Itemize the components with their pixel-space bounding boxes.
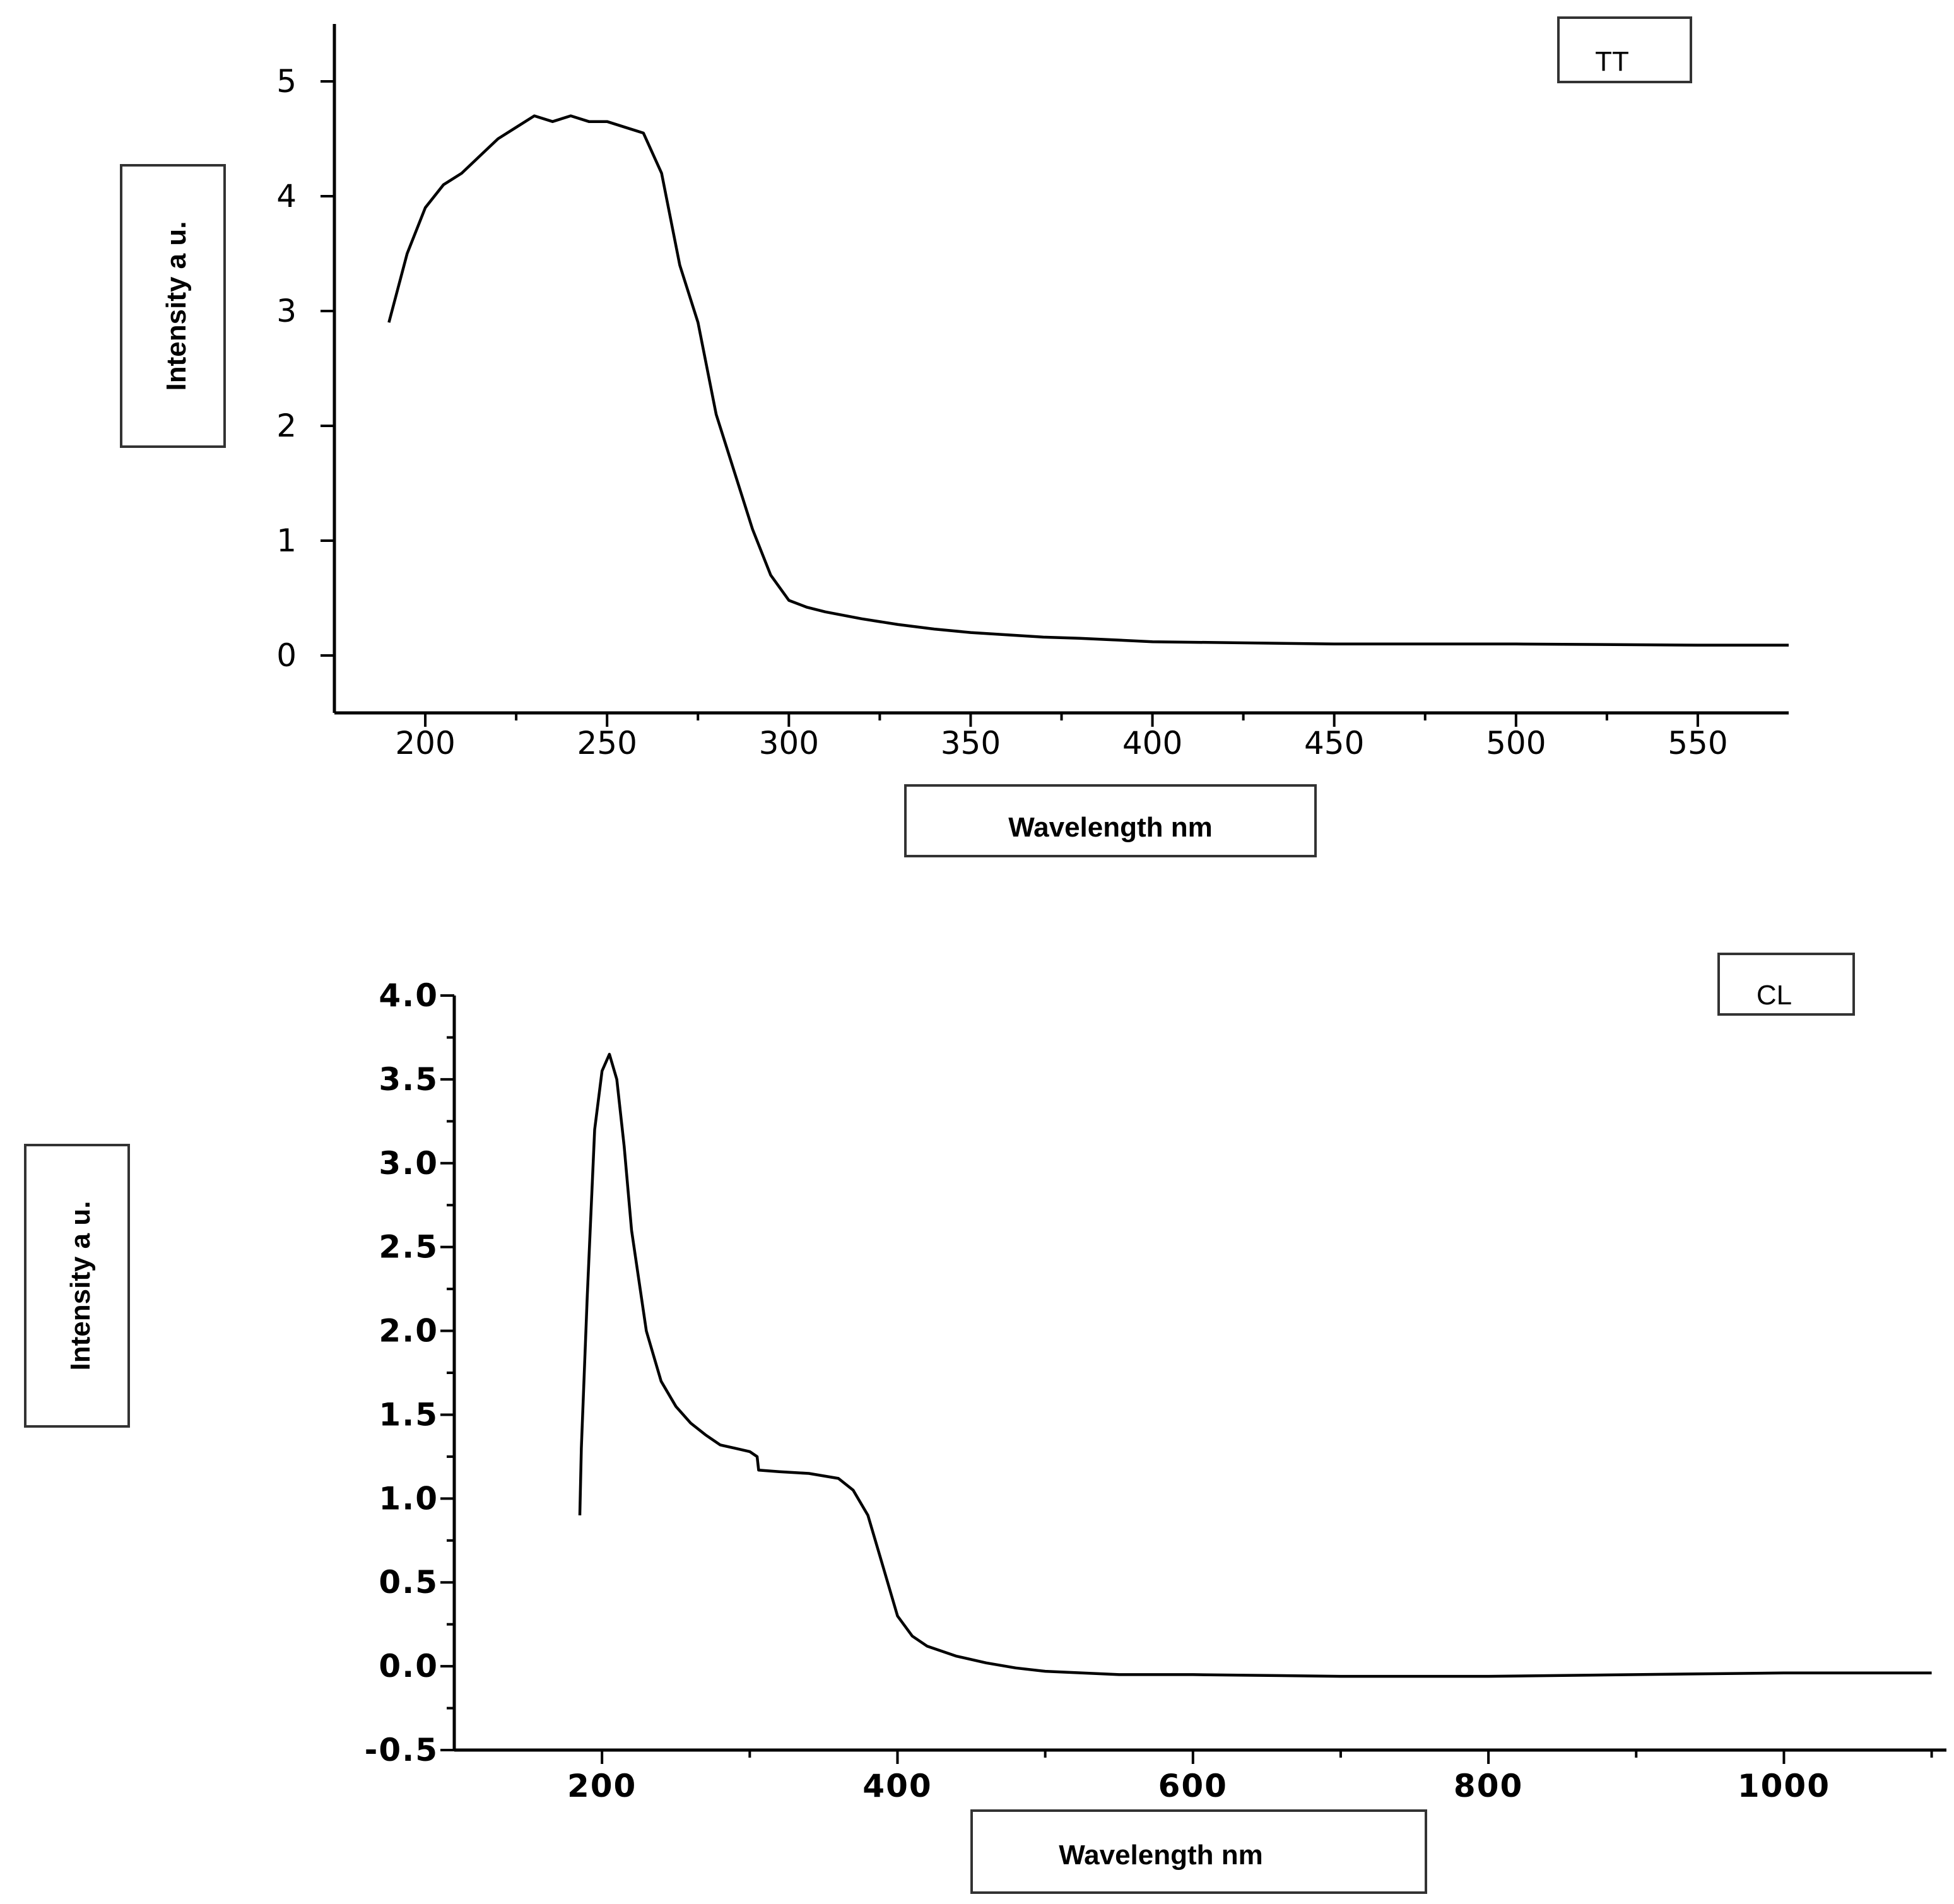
- tt-ticks: 200 250 300 350 400 450 500 550 0 1 2 3 4 5: [276, 63, 1727, 761]
- y-axis-label-box: [120, 164, 226, 448]
- x-axis-label-box: [970, 1809, 1427, 1894]
- y-tick-label: 0: [276, 637, 297, 674]
- legend-box: [1557, 16, 1692, 83]
- series-line-cl: [578, 1052, 1932, 1678]
- y-axis-label: Intensity a u.: [65, 1201, 96, 1371]
- y-tick-label: 1: [276, 522, 297, 559]
- y-tick-label: 1.0: [379, 1480, 438, 1517]
- y-tick-label: 2: [276, 408, 297, 444]
- x-tick-label: 1000: [1738, 1768, 1830, 1804]
- x-tick-label: 200: [567, 1768, 637, 1804]
- y-tick-label: 5: [276, 63, 297, 100]
- y-tick-label: 2.5: [379, 1229, 438, 1266]
- chart-cl: Intensity a u. CL 200 400 600 800 1000 -0.5 0.…: [24, 953, 1946, 1894]
- x-tick-label: 450: [1304, 725, 1364, 761]
- legend-label-cl: CL: [1757, 980, 1792, 1011]
- x-tick-label: 600: [1158, 1768, 1228, 1804]
- y-axis-label-box: [24, 1144, 130, 1428]
- y-axis-label: Intensity a u.: [161, 221, 192, 391]
- chart-tt: Intensity a u. TT 200 250 300 350 400 450 500 5…: [120, 16, 1789, 857]
- cl-ticks: 200 400 600 800 1000 -0.5 0.0 0.5 1.0 1.5 2.0 2.5 3.…: [365, 977, 1933, 1804]
- y-tick-label: 1.5: [379, 1396, 438, 1433]
- legend-box: [1717, 953, 1855, 1016]
- y-tick-label: 4.0: [379, 977, 438, 1014]
- x-axis-label-box: [904, 784, 1317, 857]
- x-tick-label: 800: [1454, 1768, 1523, 1804]
- y-tick-label: -0.5: [365, 1732, 438, 1768]
- x-axis-label: Wavelength nm: [1008, 812, 1213, 843]
- x-axis-label: Wavelength nm: [1059, 1840, 1263, 1871]
- y-tick-label: 3.0: [379, 1145, 438, 1182]
- x-tick-label: 550: [1668, 725, 1727, 761]
- x-tick-label: 350: [941, 725, 1001, 761]
- y-tick-label: 2.0: [379, 1313, 438, 1349]
- y-tick-label: 0.0: [379, 1648, 438, 1684]
- x-tick-label: 400: [862, 1768, 932, 1804]
- y-tick-label: 3.5: [379, 1061, 438, 1098]
- y-tick-label: 3: [276, 293, 297, 329]
- legend-label-tt: TT: [1595, 46, 1629, 77]
- x-tick-label: 500: [1486, 725, 1546, 761]
- x-tick-label: 250: [577, 725, 637, 761]
- series-line-tt: [387, 114, 1789, 647]
- y-tick-label: 4: [276, 178, 297, 214]
- x-tick-label: 300: [759, 725, 819, 761]
- x-tick-label: 400: [1122, 725, 1182, 761]
- x-tick-label: 200: [395, 725, 455, 761]
- y-tick-label: 0.5: [379, 1564, 438, 1601]
